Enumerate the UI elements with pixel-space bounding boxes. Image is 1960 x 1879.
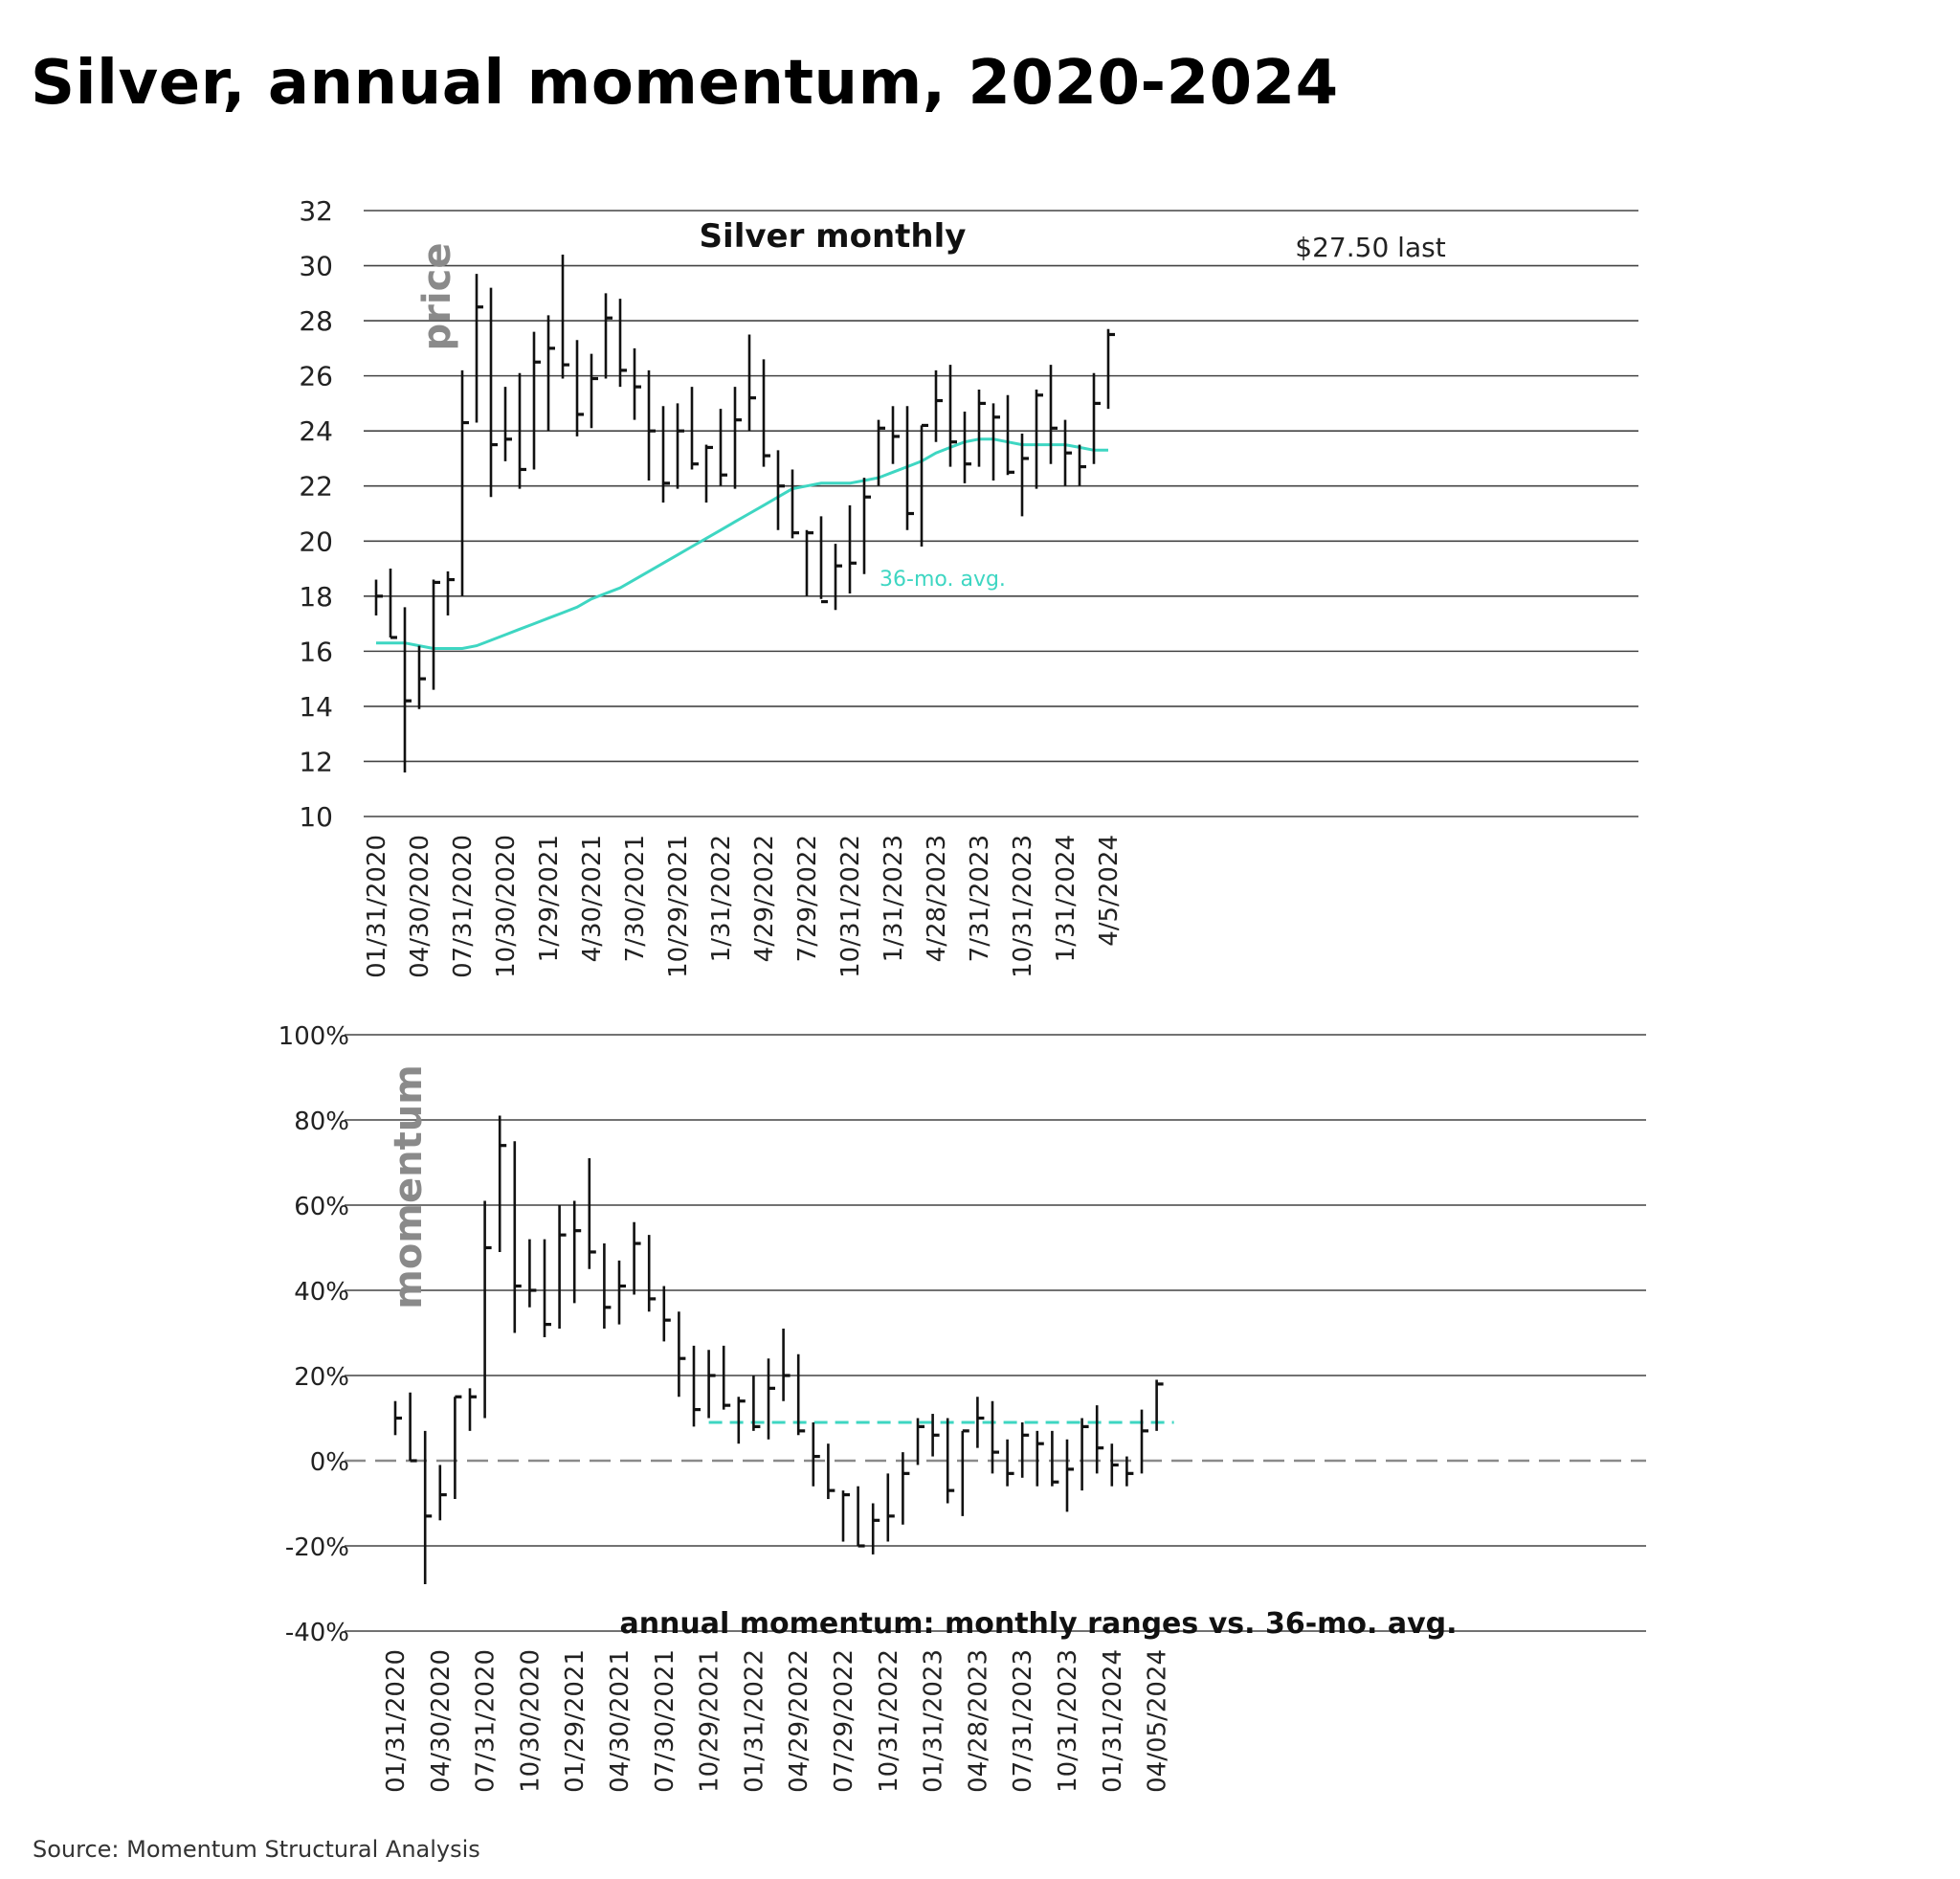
momentum-x-tick-label: 04/05/2024 — [1144, 1649, 1172, 1793]
price-x-axis: 01/31/2020 04/30/2020 07/31/2020 10/30/2020… — [363, 835, 1124, 978]
price-x-tick-label: 10/31/2023 — [1009, 835, 1037, 978]
price-last-annotation: $27.50 last — [1295, 232, 1445, 263]
momentum-y-tick-label: -40% — [285, 1619, 349, 1647]
price-y-tick-label: 26 — [299, 361, 333, 392]
momentum-x-tick-label: 01/31/2024 — [1099, 1649, 1127, 1793]
momentum-x-tick-label: 01/31/2023 — [920, 1649, 948, 1793]
momentum-x-tick-label: 07/31/2020 — [472, 1649, 501, 1793]
price-x-tick-label: 10/30/2020 — [492, 835, 521, 978]
price-x-tick-label: 4/30/2021 — [578, 835, 607, 962]
momentum-bars — [393, 1115, 1164, 1585]
price-chart-title: Silver monthly — [700, 217, 967, 256]
price-y-tick-label: 14 — [299, 691, 333, 723]
charts-canvas: 10 12 14 16 18 20 22 24 26 28 30 32 price Silver mo… — [278, 195, 1646, 1793]
source-note: Source: Momentum Structural Analysis — [33, 1836, 480, 1863]
momentum-x-tick-label: 01/31/2022 — [740, 1649, 768, 1793]
momentum-x-tick-label: 01/31/2020 — [382, 1649, 411, 1793]
momentum-x-tick-label: 10/31/2023 — [1054, 1649, 1082, 1793]
price-x-tick-label: 07/31/2020 — [449, 835, 478, 978]
price-chart: 10 12 14 16 18 20 22 24 26 28 30 32 price Silver mo… — [299, 195, 1638, 978]
momentum-chart-title: annual momentum: monthly ranges vs. 36-m… — [619, 1607, 1457, 1641]
price-x-tick-label: 4/28/2023 — [923, 835, 951, 962]
price-x-tick-label: 7/29/2022 — [793, 835, 822, 962]
momentum-x-tick-label: 10/31/2022 — [875, 1649, 903, 1793]
price-x-tick-label: 04/30/2020 — [406, 835, 434, 978]
momentum-y-tick-label: 40% — [294, 1278, 349, 1307]
momentum-side-label: momentum — [387, 1064, 431, 1309]
price-x-tick-label: 7/30/2021 — [621, 835, 650, 962]
page-title: Silver, annual momentum, 2020-2024 — [31, 48, 1339, 119]
momentum-x-tick-label: 01/29/2021 — [561, 1649, 590, 1793]
price-y-tick-label: 10 — [299, 801, 333, 833]
price-x-tick-label: 1/31/2023 — [880, 835, 908, 962]
price-x-tick-label: 01/31/2020 — [363, 835, 391, 978]
price-gridlines — [364, 210, 1638, 817]
price-x-tick-label: 7/31/2023 — [966, 835, 994, 962]
price-y-tick-label: 18 — [299, 581, 333, 613]
momentum-y-tick-label: 20% — [294, 1363, 349, 1392]
price-y-tick-label: 22 — [299, 471, 333, 503]
momentum-y-tick-label: -20% — [285, 1533, 349, 1562]
momentum-x-tick-label: 07/31/2023 — [1009, 1649, 1037, 1793]
momentum-y-tick-label: 60% — [294, 1193, 349, 1221]
momentum-chart: -40% -20% 0% 20% 40% 60% 80% 100% momentum annu… — [278, 1022, 1646, 1793]
momentum-x-tick-label: 04/30/2021 — [606, 1649, 635, 1793]
momentum-y-tick-label: 80% — [294, 1107, 349, 1136]
price-x-tick-label: 10/31/2022 — [836, 835, 865, 978]
momentum-x-tick-label: 07/29/2022 — [830, 1649, 858, 1793]
price-y-tick-label: 30 — [299, 251, 333, 282]
momentum-x-tick-label: 10/29/2021 — [696, 1649, 724, 1793]
price-x-tick-label: 1/31/2022 — [707, 835, 736, 962]
price-x-tick-label: 4/29/2022 — [750, 835, 779, 962]
momentum-x-tick-label: 07/30/2021 — [651, 1649, 679, 1793]
price-x-tick-label: 1/29/2021 — [535, 835, 564, 962]
momentum-y-tick-label: 100% — [278, 1022, 349, 1051]
price-y-axis: 10 12 14 16 18 20 22 24 26 28 30 32 — [299, 195, 333, 833]
price-y-tick-label: 12 — [299, 746, 333, 777]
momentum-x-tick-label: 04/29/2022 — [785, 1649, 813, 1793]
momentum-gridlines — [345, 1034, 1646, 1632]
momentum-y-axis: -40% -20% 0% 20% 40% 60% 80% 100% — [278, 1022, 349, 1647]
price-side-label: price — [415, 243, 459, 351]
price-bars — [374, 255, 1115, 772]
price-x-tick-label: 10/29/2021 — [664, 835, 693, 978]
price-x-tick-label: 4/5/2024 — [1095, 835, 1124, 947]
momentum-y-tick-label: 0% — [310, 1448, 349, 1477]
price-y-tick-label: 24 — [299, 415, 333, 447]
momentum-x-tick-label: 04/28/2023 — [964, 1649, 992, 1793]
price-y-tick-label: 16 — [299, 636, 333, 667]
price-y-tick-label: 28 — [299, 305, 333, 337]
price-avg-line — [376, 437, 1108, 650]
momentum-x-tick-label: 10/30/2020 — [516, 1649, 545, 1793]
price-y-tick-label: 32 — [299, 195, 333, 227]
momentum-x-axis: 01/31/2020 04/30/2020 07/31/2020 10/30/2020… — [382, 1649, 1172, 1793]
price-y-tick-label: 20 — [299, 526, 333, 557]
momentum-x-tick-label: 04/30/2020 — [427, 1649, 456, 1793]
price-avg-label: 36-mo. avg. — [880, 568, 1006, 592]
price-x-tick-label: 1/31/2024 — [1052, 835, 1080, 962]
